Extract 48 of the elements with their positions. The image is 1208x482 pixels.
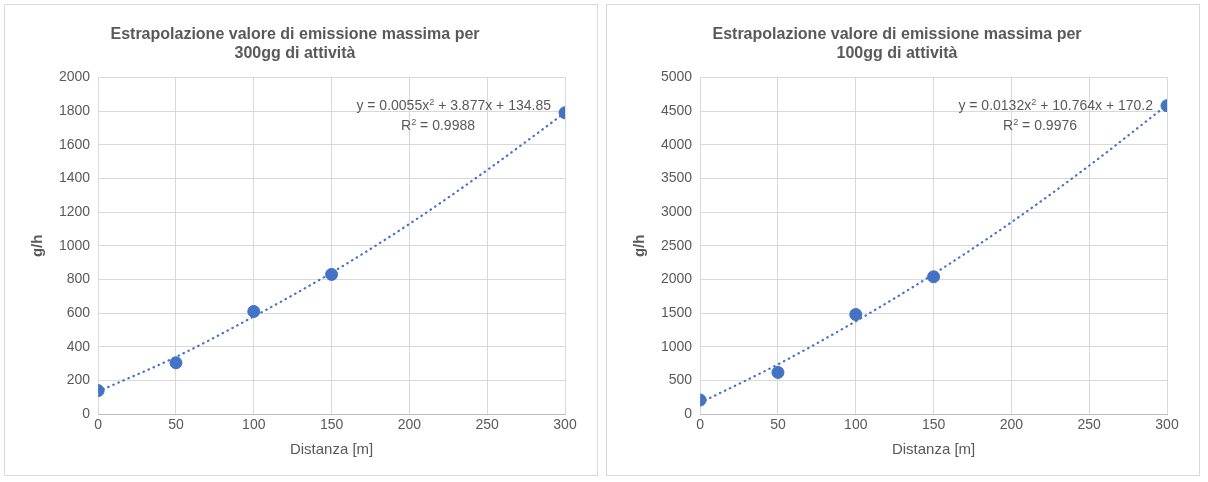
x-tick-label: 100: [242, 416, 266, 433]
point: [849, 308, 863, 322]
y-tick-label: 500: [668, 371, 693, 388]
point: [247, 304, 261, 318]
y-axis-title: g/h: [630, 234, 648, 258]
x-tick-label: 50: [770, 416, 786, 433]
x-tick-label: 50: [168, 416, 184, 433]
y-tick-label: 2000: [660, 270, 693, 287]
y-axis-title: g/h: [28, 234, 46, 258]
x-tick-label: 150: [319, 416, 344, 433]
y-tick-label: 4000: [660, 135, 693, 152]
y-tick-label: 3000: [660, 202, 693, 219]
y-tick-label: 200: [66, 371, 91, 388]
x-tick-label: 250: [475, 416, 500, 433]
y-tick-label: 800: [66, 270, 91, 287]
y-tick-label: 1600: [58, 135, 91, 152]
y-tick-label: 1400: [58, 169, 91, 186]
x-axis-title: Distanza [m]: [289, 440, 374, 458]
y-tick-label: 1000: [660, 337, 693, 354]
y-tick-label: 2000: [58, 68, 91, 85]
y-tick-label: 3500: [660, 169, 693, 186]
point: [927, 270, 941, 284]
chart-title: Estrapolazione valore di emissione massima per 300gg di attività: [110, 25, 480, 62]
y-tick-label: 0: [684, 405, 693, 422]
y-tick-label: 4500: [660, 101, 693, 118]
x-tick-label: 300: [553, 416, 577, 433]
y-tick-label: 2500: [660, 236, 693, 253]
x-tick-label: 100: [844, 416, 868, 433]
x-tick-label: 200: [999, 416, 1024, 433]
y-tick-label: 5000: [660, 68, 693, 85]
x-tick-label: 0: [94, 416, 103, 433]
y-tick-label: 0: [82, 405, 91, 422]
x-tick-label: 250: [1077, 416, 1102, 433]
y-tick-label: 600: [66, 304, 91, 321]
y-tick-label: 400: [66, 337, 91, 354]
x-axis-title: Distanza [m]: [891, 440, 976, 458]
x-tick-label: 200: [397, 416, 422, 433]
chart-title: Estrapolazione valore di emissione massima per 100gg di attività: [712, 25, 1082, 62]
x-tick-label: 0: [696, 416, 705, 433]
y-tick-label: 1000: [58, 236, 91, 253]
point: [771, 365, 785, 379]
y-tick-label: 1800: [58, 101, 91, 118]
x-tick-label: 150: [921, 416, 946, 433]
point: [169, 356, 183, 370]
point: [325, 267, 339, 281]
y-tick-label: 1500: [660, 304, 693, 321]
x-tick-label: 300: [1155, 416, 1179, 433]
y-tick-label: 1200: [58, 202, 91, 219]
